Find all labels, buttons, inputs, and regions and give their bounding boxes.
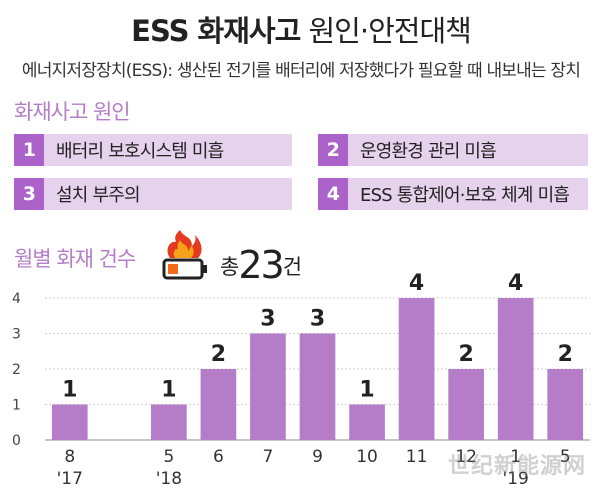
x-tick-label: 11 — [406, 447, 428, 467]
data-label: 4 — [508, 271, 523, 296]
title-bold: ESS 화재사고 — [131, 14, 301, 48]
x-year-label: '18 — [156, 469, 182, 489]
x-tick-label: 5 — [163, 447, 174, 467]
cause-item-1: 1 배터리 보호시스템 미흡 — [14, 134, 292, 166]
y-tick-label: 4 — [12, 291, 21, 307]
data-label: 2 — [558, 342, 573, 367]
x-tick-label: 10 — [356, 447, 378, 467]
y-tick-label: 2 — [12, 362, 21, 378]
subtitle: 에너지저장장치(ESS): 생산된 전기를 배터리에 저장했다가 필요할 때 내… — [21, 61, 581, 81]
data-label: 1 — [62, 378, 77, 403]
total-count: 총23건 — [220, 243, 302, 287]
bar — [299, 333, 336, 440]
x-tick-label: 7 — [263, 447, 274, 467]
x-tick-label: 12 — [455, 447, 477, 467]
page-title: ESS 화재사고 원인·안전대책 — [0, 8, 602, 50]
total-prefix: 총 — [220, 255, 239, 279]
bar — [349, 404, 385, 440]
cause-label: 설치 부주의 — [56, 185, 141, 206]
fire-battery-icon — [162, 230, 207, 280]
causes-heading: 화재사고 원인 — [14, 100, 131, 124]
bar — [250, 333, 286, 440]
bar — [547, 369, 584, 440]
y-tick-label: 1 — [12, 398, 21, 414]
title-light: 원인·안전대책 — [308, 14, 472, 48]
x-year-label: '17 — [57, 469, 83, 489]
x-tick-label: 1 — [510, 447, 521, 467]
cause-number: 4 — [318, 178, 348, 210]
total-value: 23 — [238, 243, 284, 287]
x-year-label: '19 — [503, 469, 529, 489]
x-tick-label: 5 — [560, 447, 571, 467]
bar — [200, 369, 237, 440]
x-tick-label: 8 — [64, 447, 75, 467]
watermark: 世纪新能源网 — [448, 454, 587, 479]
cause-number: 1 — [14, 134, 44, 166]
cause-number: 2 — [318, 134, 348, 166]
cause-label: 배터리 보호시스템 미흡 — [56, 141, 224, 162]
data-label: 1 — [359, 378, 374, 403]
cause-item-3: 3 설치 부주의 — [14, 178, 292, 210]
bar — [398, 298, 435, 440]
monthly-heading: 월별 화재 건수 — [14, 247, 136, 271]
data-label: 2 — [211, 342, 226, 367]
bar — [497, 298, 534, 440]
y-tick-label: 0 — [12, 433, 21, 449]
cause-item-2: 2 운영환경 관리 미흡 — [318, 134, 588, 166]
bar — [448, 369, 484, 440]
bar — [51, 404, 88, 440]
data-label: 2 — [458, 342, 473, 367]
cause-label: 운영환경 관리 미흡 — [360, 141, 497, 162]
y-tick-label: 3 — [12, 327, 21, 343]
data-label: 1 — [161, 378, 176, 403]
data-label: 4 — [409, 271, 424, 296]
cause-item-4: 4 ESS 통합제어·보호 체계 미흡 — [318, 178, 588, 210]
data-label: 3 — [260, 307, 275, 332]
data-label: 3 — [310, 307, 325, 332]
cause-label: ESS 통합제어·보호 체계 미흡 — [360, 185, 570, 206]
bar — [151, 404, 187, 440]
cause-number: 3 — [14, 178, 44, 210]
x-tick-label: 9 — [312, 447, 323, 467]
x-tick-label: 6 — [213, 447, 224, 467]
total-suffix: 건 — [282, 255, 302, 279]
